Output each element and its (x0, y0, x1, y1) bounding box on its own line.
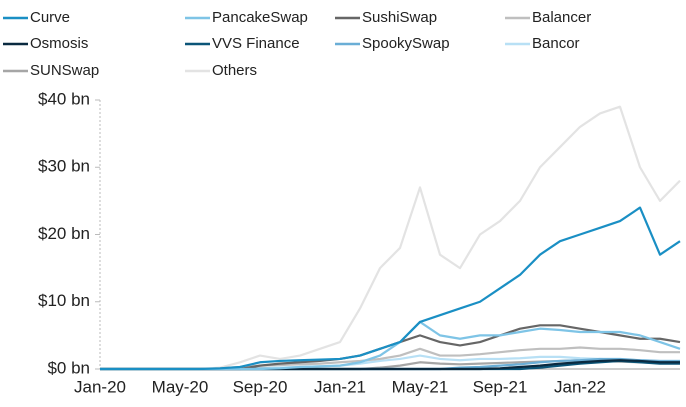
series-line (100, 105, 681, 371)
y-tick-label: $0 bn (47, 358, 90, 377)
series-line (100, 206, 681, 371)
x-tick-label: Jan-20 (74, 377, 126, 396)
legend-label: PancakeSwap (212, 9, 308, 26)
legend-label: SpookySwap (362, 35, 450, 52)
x-tick-label: Jan-21 (314, 377, 366, 396)
y-tick-label: $30 bn (38, 157, 90, 176)
legend-label: Curve (30, 9, 70, 26)
legend-label: SushiSwap (362, 9, 437, 26)
y-tick-label: $10 bn (38, 291, 90, 310)
legend-label: SUNSwap (30, 62, 99, 79)
y-tick-label: $20 bn (38, 224, 90, 243)
x-tick-label: May-20 (152, 377, 209, 396)
legend-label: Osmosis (30, 35, 88, 52)
x-tick-label: Sep-21 (473, 377, 528, 396)
x-tick-label: Sep-20 (233, 377, 288, 396)
legend-label: Others (212, 62, 257, 79)
x-tick-label: Jan-22 (554, 377, 606, 396)
y-tick-label: $40 bn (38, 89, 90, 108)
legend-label: VVS Finance (212, 35, 300, 52)
legend-label: Bancor (532, 35, 580, 52)
legend-label: Balancer (532, 9, 591, 26)
x-tick-label: May-21 (392, 377, 449, 396)
